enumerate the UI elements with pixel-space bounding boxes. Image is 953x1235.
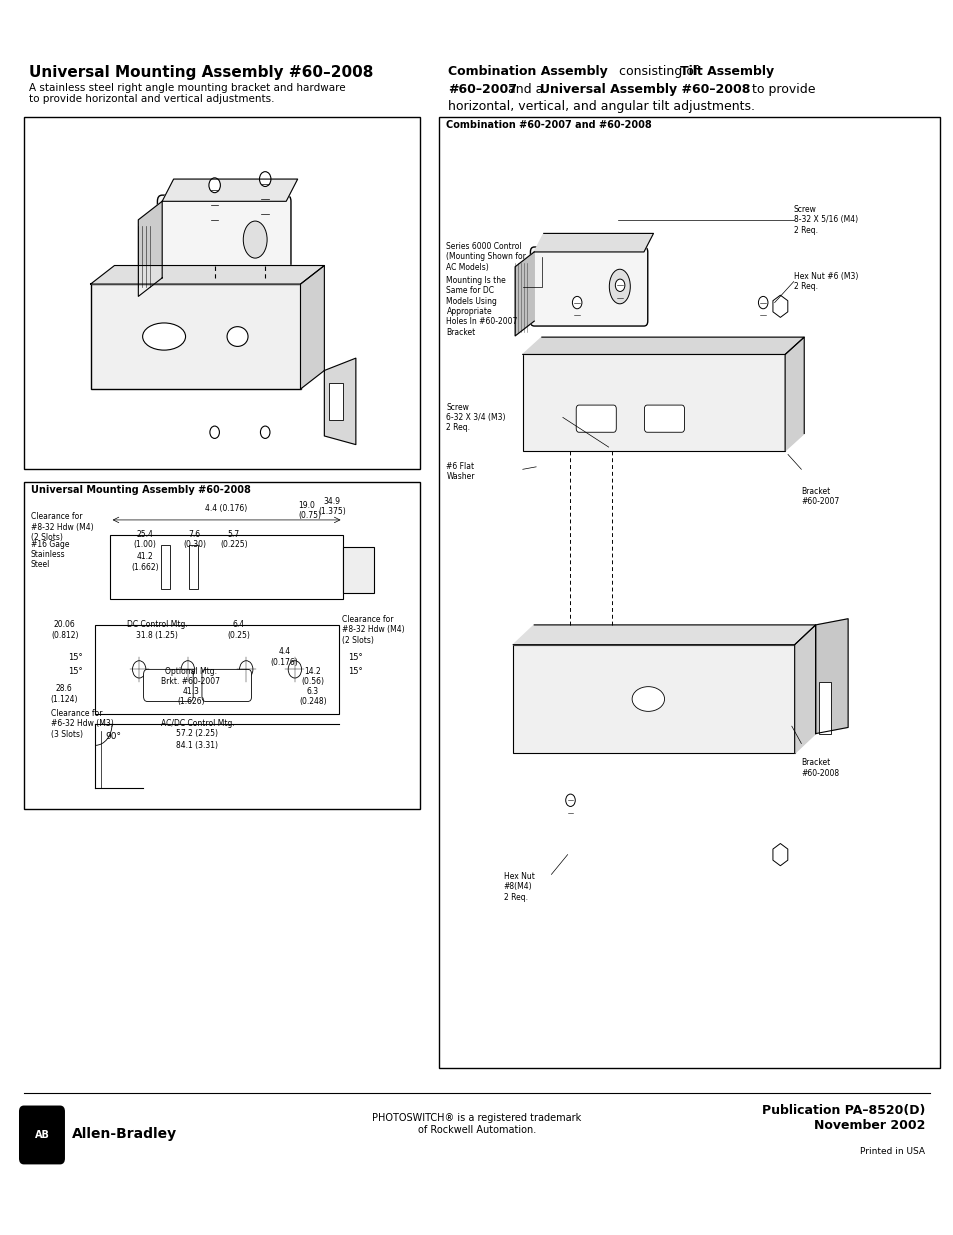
Text: Tilt Assembly: Tilt Assembly xyxy=(679,65,774,79)
FancyBboxPatch shape xyxy=(143,669,193,701)
Circle shape xyxy=(209,178,220,193)
Bar xyxy=(329,383,343,420)
Text: 4.4 (0.176): 4.4 (0.176) xyxy=(205,504,247,513)
Text: 5.7
(0.225): 5.7 (0.225) xyxy=(220,530,247,550)
Text: A stainless steel right angle mounting bracket and hardware
to provide horizonta: A stainless steel right angle mounting b… xyxy=(29,83,345,104)
Text: Mounting Is the
Same for DC
Models Using
Appropriate
Holes In #60-2007
Bracket: Mounting Is the Same for DC Models Using… xyxy=(446,275,517,337)
Circle shape xyxy=(758,296,767,309)
Text: 34.9
(1.375): 34.9 (1.375) xyxy=(317,496,346,516)
Text: 14.2
(0.56): 14.2 (0.56) xyxy=(301,667,324,687)
Text: 4.4
(0.176): 4.4 (0.176) xyxy=(270,647,298,667)
Ellipse shape xyxy=(609,269,630,304)
Bar xyxy=(438,117,939,1068)
Circle shape xyxy=(239,661,253,678)
Text: Clearance for
#8-32 Hdw (M4)
(2 Slots): Clearance for #8-32 Hdw (M4) (2 Slots) xyxy=(30,513,93,542)
Text: Combination Assembly: Combination Assembly xyxy=(448,65,607,79)
Polygon shape xyxy=(515,252,534,336)
Circle shape xyxy=(615,279,624,291)
Text: horizontal, vertical, and angular tilt adjustments.: horizontal, vertical, and angular tilt a… xyxy=(448,100,755,114)
Text: PHOTOSWITCH® is a registered trademark
of Rockwell Automation.: PHOTOSWITCH® is a registered trademark o… xyxy=(372,1113,581,1135)
Text: Optional Mtg.
Brkt. #60-2007: Optional Mtg. Brkt. #60-2007 xyxy=(161,667,220,687)
Text: 19.0
(0.75): 19.0 (0.75) xyxy=(298,500,321,520)
Circle shape xyxy=(181,661,194,678)
Text: AC/DC Control Mtg.
57.2 (2.25): AC/DC Control Mtg. 57.2 (2.25) xyxy=(160,719,234,739)
Text: to provide: to provide xyxy=(747,83,815,96)
Polygon shape xyxy=(513,625,815,645)
Circle shape xyxy=(288,661,301,678)
Text: Universal Mounting Assembly #60-2008: Universal Mounting Assembly #60-2008 xyxy=(30,485,250,495)
Ellipse shape xyxy=(243,221,267,258)
FancyBboxPatch shape xyxy=(20,1107,64,1163)
Text: Bracket
#60-2008: Bracket #60-2008 xyxy=(801,758,839,778)
Text: 84.1 (3.31): 84.1 (3.31) xyxy=(176,741,218,751)
Text: 15°: 15° xyxy=(348,667,363,677)
Polygon shape xyxy=(91,266,324,284)
Polygon shape xyxy=(138,201,162,296)
Text: 28.6
(1.124): 28.6 (1.124) xyxy=(51,684,77,704)
Bar xyxy=(161,545,170,589)
Text: Universal Assembly #60–2008: Universal Assembly #60–2008 xyxy=(539,83,750,96)
Polygon shape xyxy=(794,625,815,753)
Bar xyxy=(189,545,198,589)
Bar xyxy=(95,625,338,714)
Text: AB: AB xyxy=(34,1130,50,1140)
Polygon shape xyxy=(522,337,803,354)
Text: Series 6000 Control
(Mounting Shown for
AC Models): Series 6000 Control (Mounting Shown for … xyxy=(446,242,526,272)
Polygon shape xyxy=(534,233,653,252)
FancyBboxPatch shape xyxy=(202,669,252,701)
Polygon shape xyxy=(772,844,787,866)
Circle shape xyxy=(572,296,581,309)
Bar xyxy=(24,117,419,469)
Text: 20.06
(0.812): 20.06 (0.812) xyxy=(51,620,78,640)
FancyBboxPatch shape xyxy=(530,247,647,326)
Text: 41.3
(1.626): 41.3 (1.626) xyxy=(177,687,204,706)
Bar xyxy=(110,535,343,599)
Text: 15°: 15° xyxy=(68,652,83,662)
Text: #16 Gage
Stainless
Steel: #16 Gage Stainless Steel xyxy=(30,540,69,569)
Polygon shape xyxy=(300,266,324,389)
Bar xyxy=(513,645,794,753)
Text: Universal Mounting Assembly #60–2008: Universal Mounting Assembly #60–2008 xyxy=(29,65,373,80)
Circle shape xyxy=(565,794,575,806)
Ellipse shape xyxy=(142,322,185,351)
Bar xyxy=(343,547,374,593)
Text: 25.4
(1.00): 25.4 (1.00) xyxy=(133,530,156,550)
Text: Printed in USA: Printed in USA xyxy=(860,1146,924,1156)
FancyBboxPatch shape xyxy=(157,195,291,284)
FancyBboxPatch shape xyxy=(576,405,616,432)
Polygon shape xyxy=(815,619,847,734)
Text: Allen-Bradley: Allen-Bradley xyxy=(71,1126,176,1141)
Bar xyxy=(522,354,784,451)
Circle shape xyxy=(210,426,219,438)
Text: #6 Flat
Washer: #6 Flat Washer xyxy=(446,462,475,482)
Circle shape xyxy=(259,172,271,186)
Text: consisting of: consisting of xyxy=(615,65,702,79)
Text: DC Control Mtg.
31.8 (1.25): DC Control Mtg. 31.8 (1.25) xyxy=(127,620,188,640)
Text: 6.4
(0.25): 6.4 (0.25) xyxy=(227,620,250,640)
Polygon shape xyxy=(324,358,355,445)
Polygon shape xyxy=(784,337,803,451)
Circle shape xyxy=(132,661,146,678)
Text: #60–2007: #60–2007 xyxy=(448,83,517,96)
Text: 90°: 90° xyxy=(105,732,121,741)
Bar xyxy=(819,682,830,734)
Text: Hex Nut
#8(M4)
2 Req.: Hex Nut #8(M4) 2 Req. xyxy=(503,872,534,902)
FancyBboxPatch shape xyxy=(644,405,684,432)
Ellipse shape xyxy=(227,326,248,346)
Bar xyxy=(24,482,419,809)
Text: 7.6
(0.30): 7.6 (0.30) xyxy=(183,530,206,550)
Text: Screw
8-32 X 5/16 (M4)
2 Req.: Screw 8-32 X 5/16 (M4) 2 Req. xyxy=(793,205,857,235)
Text: 6.3
(0.248): 6.3 (0.248) xyxy=(299,687,326,706)
Text: Clearance for
#8-32 Hdw (M4)
(2 Slots): Clearance for #8-32 Hdw (M4) (2 Slots) xyxy=(341,615,404,645)
Text: and a: and a xyxy=(503,83,546,96)
Text: 15°: 15° xyxy=(348,652,363,662)
Bar xyxy=(91,284,300,389)
Text: Bracket
#60-2007: Bracket #60-2007 xyxy=(801,487,839,506)
Text: Hex Nut #6 (M3)
2 Req.: Hex Nut #6 (M3) 2 Req. xyxy=(793,272,857,291)
Polygon shape xyxy=(162,179,297,201)
Polygon shape xyxy=(772,295,787,317)
Text: 15°: 15° xyxy=(68,667,83,677)
Text: Combination #60-2007 and #60-2008: Combination #60-2007 and #60-2008 xyxy=(446,120,652,130)
Circle shape xyxy=(260,426,270,438)
Text: 41.2
(1.662): 41.2 (1.662) xyxy=(132,552,158,572)
